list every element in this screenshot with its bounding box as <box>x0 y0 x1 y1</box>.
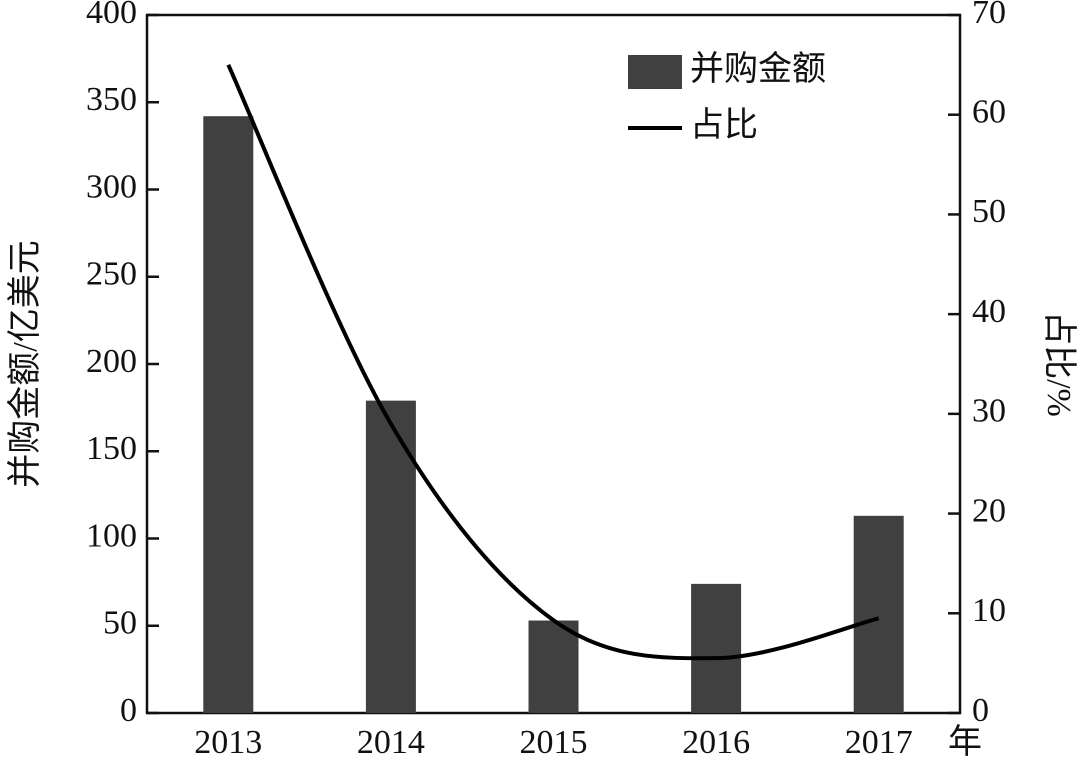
x-tick-label: 2015 <box>520 724 588 761</box>
x-tick-label: 2016 <box>682 724 750 761</box>
legend-label: 占比 <box>690 106 758 144</box>
line <box>226 64 880 661</box>
y-tick-label: 250 <box>86 256 137 293</box>
plot-frame <box>145 13 962 715</box>
y2-tick-label: 10 <box>972 592 1006 629</box>
bar <box>528 620 579 713</box>
y2-tick-label: 0 <box>972 692 989 729</box>
bar <box>853 515 904 713</box>
x-tick-label: 2017 <box>845 724 913 761</box>
y2-tick-label: 20 <box>972 492 1006 529</box>
x-tick-label: 2013 <box>194 724 262 761</box>
y-tick-label: 350 <box>86 81 137 118</box>
y2-tick-label: 30 <box>972 393 1006 430</box>
bar <box>691 583 742 713</box>
y-tick-label: 50 <box>103 605 137 642</box>
legend-label: 并购金额 <box>690 50 826 88</box>
y-tick-label: 300 <box>86 168 137 205</box>
y-tick-label: 150 <box>86 430 137 467</box>
y2-tick-label: 70 <box>972 0 1006 31</box>
y-tick-label: 100 <box>86 517 137 554</box>
x-tick-label: 2014 <box>357 724 425 761</box>
y2-tick-label: 60 <box>972 94 1006 131</box>
y-tick-label: 400 <box>86 0 137 31</box>
y-axis-label: 并购金额/亿美元 <box>6 240 44 487</box>
y-tick-label: 0 <box>120 692 137 729</box>
x-axis-label: 年 <box>948 723 982 761</box>
y2-tick-label: 40 <box>972 293 1006 330</box>
legend-swatch <box>628 55 682 89</box>
bar <box>365 400 416 713</box>
y2-axis-label: 占比/% <box>1040 311 1078 417</box>
y-tick-label: 200 <box>86 343 137 380</box>
bar <box>203 116 254 713</box>
y2-tick-label: 50 <box>972 193 1006 230</box>
